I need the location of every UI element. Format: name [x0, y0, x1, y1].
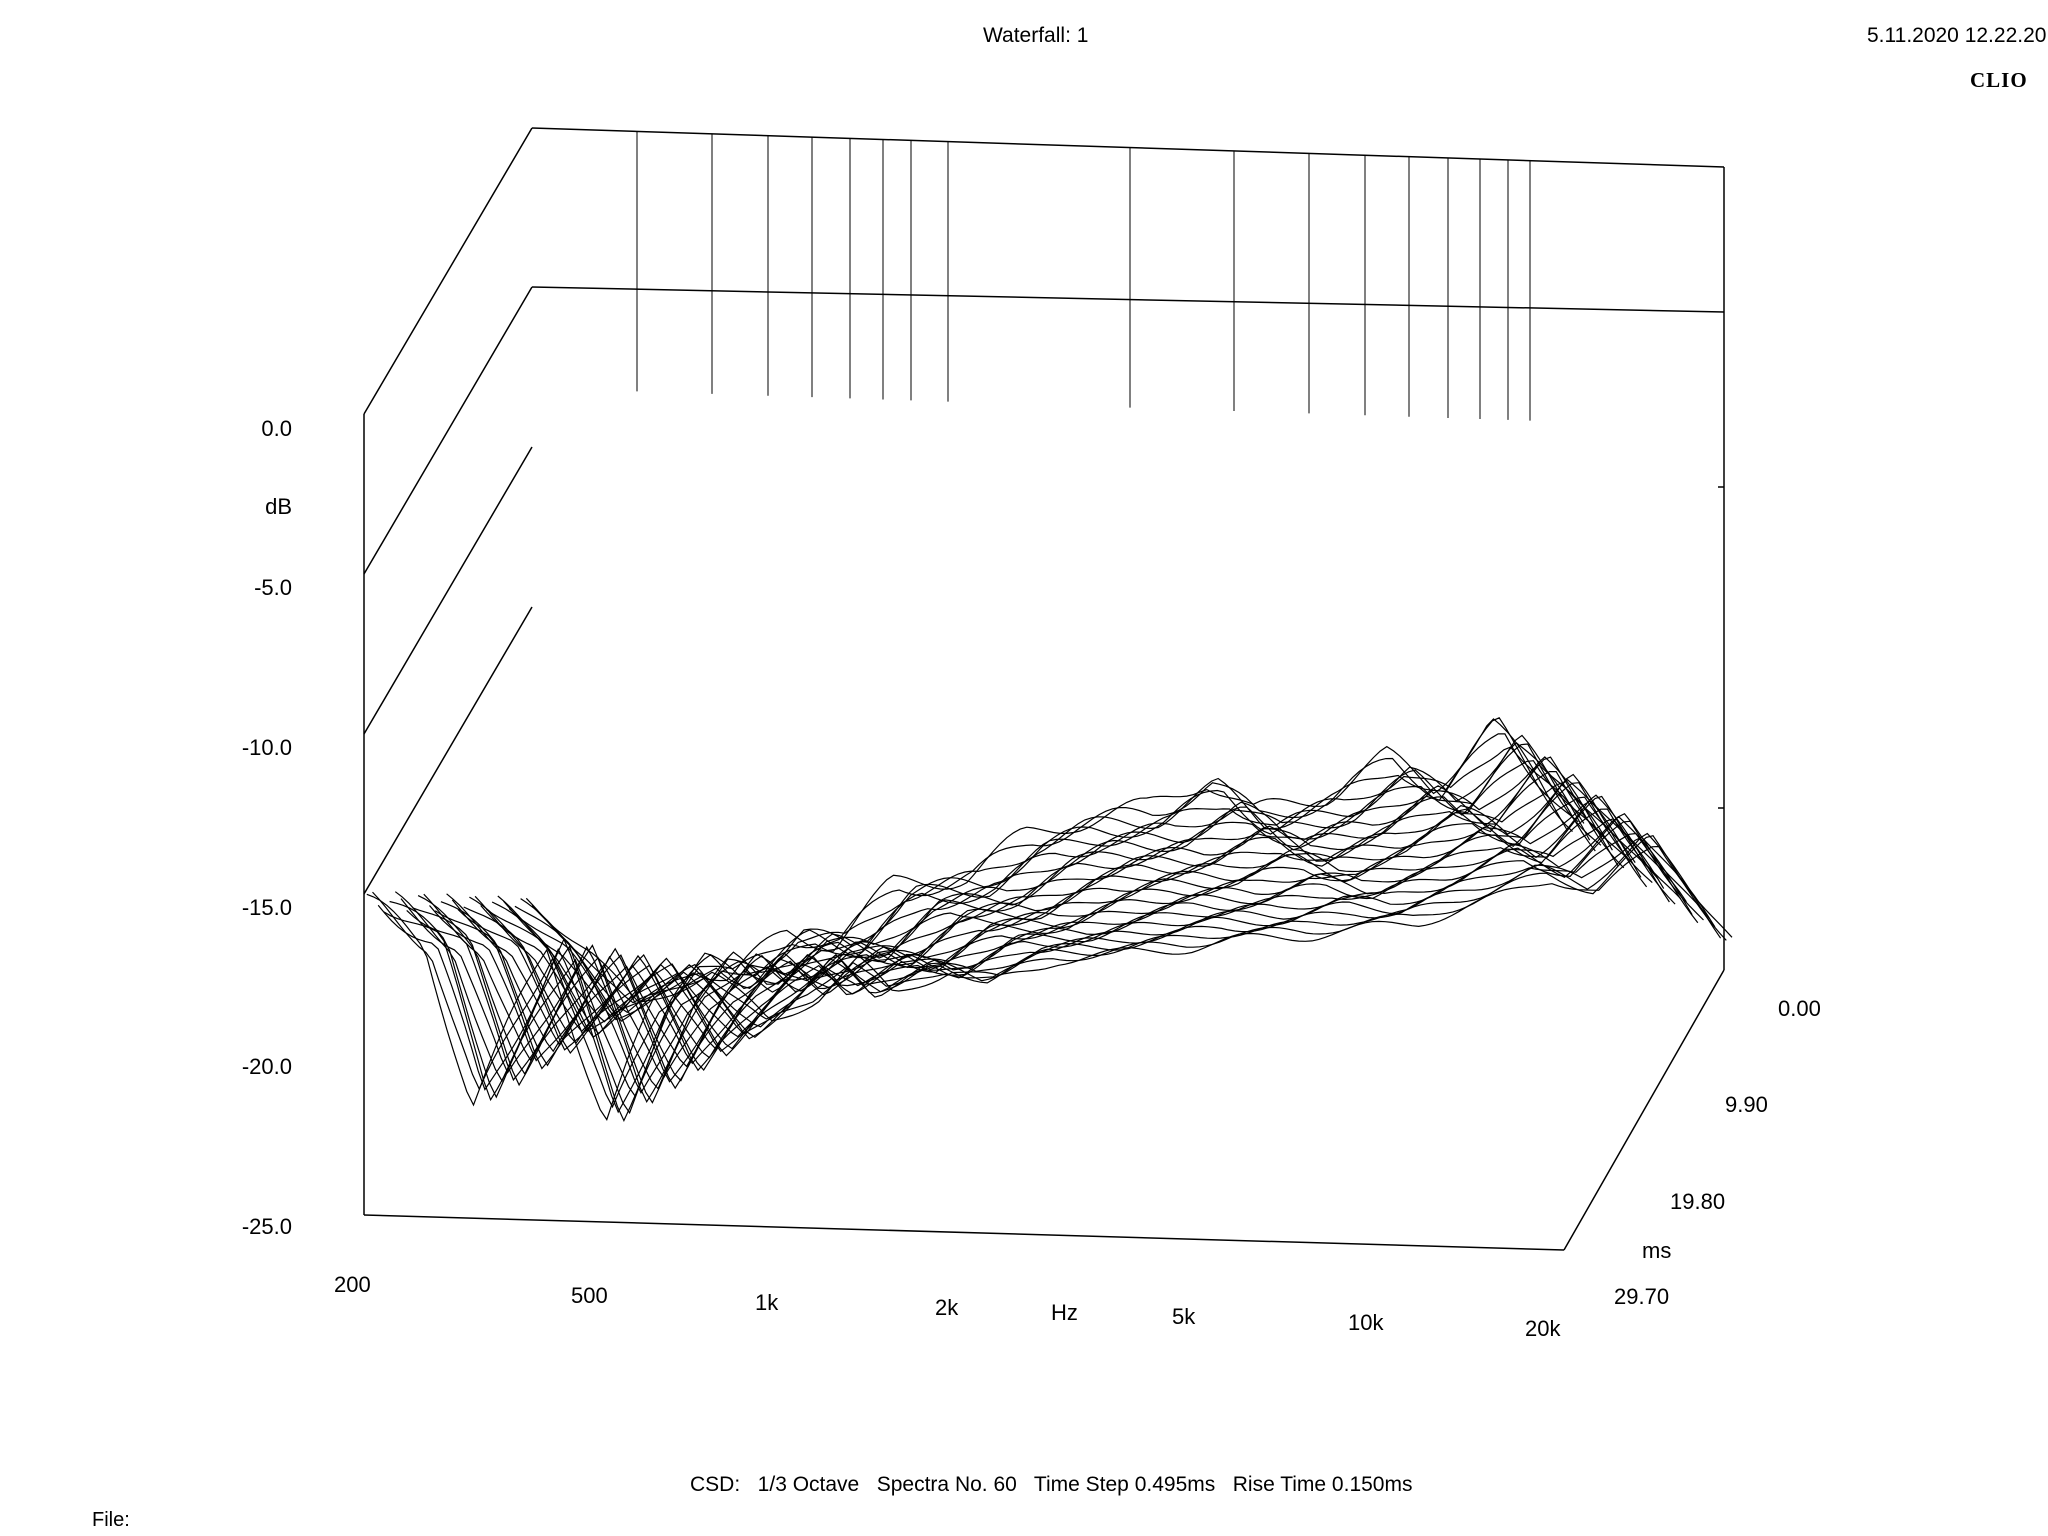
- spectrum-slice-41: [480, 808, 1682, 1053]
- spectrum-slice-33: [457, 796, 1659, 1072]
- y-tick-5: -25.0: [241, 1214, 292, 1239]
- y-tick-1: -5.0: [254, 575, 292, 600]
- y-tick-3: -15.0: [241, 895, 292, 920]
- spectra-curves: [366, 717, 1733, 1123]
- spectrum-slice-27: [440, 778, 1642, 1082]
- z-tick-1: 9.90: [1725, 1092, 1768, 1117]
- spectrum-slice-47: [497, 812, 1699, 1038]
- spectrum-slice-9: [389, 742, 1591, 1115]
- x-tick-10k: 10k: [1348, 1310, 1384, 1335]
- spectrum-slice-5: [377, 733, 1579, 1114]
- y-axis-label: dB: [265, 494, 292, 519]
- spectrum-slice-25: [434, 782, 1636, 1090]
- spectrum-slice-43: [486, 818, 1687, 1057]
- spectrum-slice-23: [429, 770, 1630, 1083]
- back-top-edge: [531, 127, 1725, 168]
- spectrum-slice-3: [372, 717, 1573, 1109]
- x-tick-20k: 20k: [1525, 1316, 1561, 1341]
- z-tick-2: 19.80: [1670, 1189, 1726, 1214]
- measurement-parameters: CSD: 1/3 Octave Spectra No. 60 Time Step…: [690, 1473, 1413, 1496]
- spectrum-slice-49: [503, 820, 1704, 1035]
- back-grid-line: [531, 286, 1725, 313]
- y-tick-2: -10.0: [241, 735, 292, 760]
- spectrum-slice-15: [406, 760, 1608, 1104]
- z-axis-label: ms: [1642, 1238, 1672, 1263]
- floor-right-edge: [1563, 969, 1725, 1251]
- z-tick-0: 0.00: [1778, 996, 1821, 1021]
- spectrum-slice-59: [531, 845, 1733, 1022]
- y-tick-0: 0.0: [261, 416, 292, 441]
- left-wall-gridline: [363, 286, 533, 575]
- left-top-edge: [363, 127, 533, 415]
- chart-title: Waterfall: 1: [983, 24, 1089, 47]
- spectrum-slice-31: [451, 782, 1653, 1065]
- x-tick-500: 500: [571, 1283, 608, 1308]
- x-tick-5k: 5k: [1172, 1304, 1196, 1329]
- spectrum-slice-7: [383, 746, 1585, 1123]
- frequency-gridlines: [636, 131, 1531, 421]
- file-label: File:: [92, 1509, 130, 1531]
- spectrum-slice-17: [412, 764, 1613, 1104]
- y-tick-4: -20.0: [241, 1054, 292, 1079]
- plot-frame: [363, 127, 1725, 1251]
- x-tick-200: 200: [334, 1272, 371, 1297]
- spectrum-slice-19: [417, 756, 1619, 1090]
- spectrum-slice-13: [400, 743, 1602, 1094]
- spectrum-slice-21: [423, 756, 1625, 1079]
- brand-label: CLIO: [1970, 68, 2028, 92]
- datetime-label: 5.11.2020 12.22.20: [1867, 24, 2047, 47]
- spectrum-slice-1: [366, 718, 1568, 1121]
- x-tick-1k: 1k: [755, 1290, 779, 1315]
- x-tick-2k: 2k: [935, 1295, 959, 1320]
- floor-front-edge: [363, 1214, 1565, 1251]
- left-wall-gridline: [363, 606, 533, 895]
- x-axis-label: Hz: [1051, 1300, 1078, 1325]
- spectrum-slice-35: [463, 800, 1665, 1071]
- left-wall-gridline: [363, 446, 533, 735]
- spectrum-slice-11: [394, 734, 1596, 1098]
- z-tick-3: 29.70: [1614, 1284, 1670, 1309]
- spectrum-slice-45: [491, 816, 1693, 1050]
